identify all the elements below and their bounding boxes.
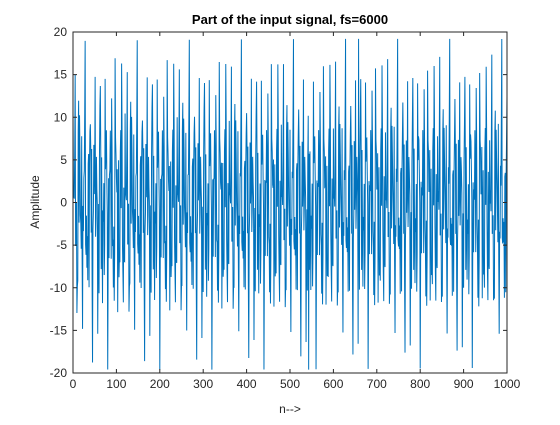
y-tick-label: -15 [50, 323, 68, 337]
y-tick-label: 15 [54, 68, 68, 82]
y-axis-label: Amplitude [28, 175, 42, 229]
signal-series-line [72, 38, 508, 370]
x-tick-label: 900 [454, 377, 474, 391]
y-tick-label: 0 [60, 196, 67, 210]
series-layer [72, 38, 508, 370]
x-tick-label: 1000 [494, 377, 521, 391]
x-tick-label: 0 [70, 377, 77, 391]
x-tick-label: 300 [193, 377, 213, 391]
y-tick-label: -10 [50, 281, 68, 295]
x-axis-label: n--> [279, 402, 301, 416]
y-tick-label: -5 [56, 238, 67, 252]
y-tick-label: 10 [54, 110, 68, 124]
x-tick-label: 800 [410, 377, 430, 391]
tick-layer: 0 100 200 300 400 500 600 700 800 900 1000-20-15-1… [50, 25, 521, 391]
x-tick-label: 600 [323, 377, 343, 391]
y-tick-label: 20 [54, 25, 68, 39]
chart-title: Part of the input signal, fs=6000 [192, 12, 388, 27]
x-tick-label: 700 [367, 377, 387, 391]
x-tick-label: 400 [237, 377, 257, 391]
y-tick-label: 5 [60, 153, 67, 167]
x-tick-label: 200 [150, 377, 170, 391]
x-tick-label: 100 [106, 377, 126, 391]
x-tick-label: 500 [280, 377, 300, 391]
axes-box [72, 31, 508, 374]
y-tick-label: -20 [50, 366, 68, 380]
